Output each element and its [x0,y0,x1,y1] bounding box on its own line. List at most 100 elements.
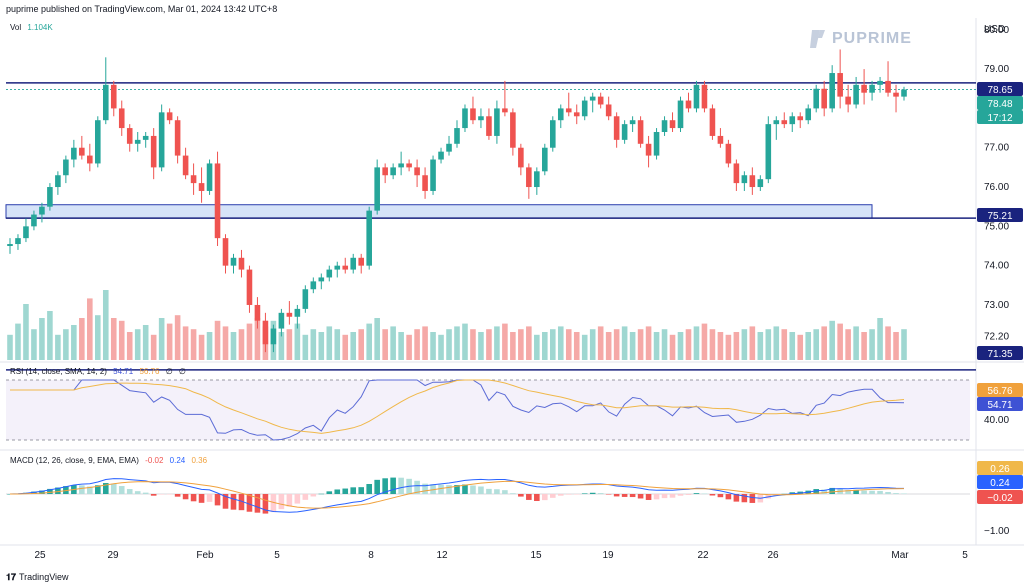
volume-bar [302,334,309,360]
candle-body [717,135,724,144]
volume-bar [605,332,612,360]
candle-body [470,108,476,121]
macd-hist-bar [462,484,468,494]
volume-bar [294,323,301,360]
time-tick-label: 12 [436,550,448,561]
macd-hist-bar [542,494,548,501]
candle-body [797,116,804,121]
volume-bar [238,329,245,360]
candle-body [462,108,468,129]
candle-body [71,147,77,160]
volume-bar [246,323,253,360]
candle-body [789,116,796,125]
macd-hist-bar [597,493,604,494]
rsi-badge [977,383,1023,397]
candle-body [87,155,93,164]
candle-body [270,328,277,345]
macd-hist-bar [55,487,61,494]
volume-bar [845,329,851,360]
currency-label: USD [984,24,1005,35]
puprime-wordmark: PUPRIME [832,30,912,48]
macd-hist-bar [821,489,827,494]
volume-bar [278,332,285,360]
candle-body [358,257,365,266]
macd-hist-bar [142,492,149,494]
volume-bar [166,323,173,360]
macd-hist-bar [350,487,357,494]
candle-body [837,73,843,97]
volume-bar [573,332,580,360]
macd-hist-bar [621,494,628,497]
macd-hist-bar [342,488,349,494]
macd-label: MACD (12, 26, close, 9, EMA, EMA) -0.02 … [10,456,207,465]
candle-body [765,124,772,180]
time-tick-label: 26 [767,550,779,561]
macd-hist-bar [294,494,301,504]
macd-hist-bar [629,494,636,498]
candle-body [733,163,740,184]
candle-body [725,143,732,164]
price-badge-label: 78.48 [987,99,1012,110]
candle-body [55,175,61,188]
rsi-badge-label: 54.71 [987,400,1012,411]
volume-bar [837,323,843,360]
macd-hist-bar [494,489,500,494]
candle-body [134,139,141,144]
candle-body [31,214,37,227]
candle-body [214,163,221,239]
macd-hist-bar [685,494,692,495]
volume-bar [749,326,756,360]
macd-hist-bar [102,483,109,494]
candle-body [302,289,309,309]
volume-bar [518,329,524,360]
macd-hist-bar [637,494,644,499]
candle-body [246,269,253,305]
macd-hist-bar [270,494,277,513]
volume-bar [581,334,588,360]
candle-body [198,183,205,191]
volume-bar [757,332,764,360]
volume-bar [494,326,500,360]
candle-body [510,112,516,148]
candle-body [438,151,444,160]
macd-hist-bar [118,486,125,494]
macd-hist-bar [214,494,221,506]
candle-body [39,206,45,215]
candle-body [621,124,628,140]
candle-body [310,281,317,290]
time-tick-label: 29 [107,550,119,561]
macd-hist-bar [390,477,396,494]
volume-bar [805,332,812,360]
candle-body [206,163,213,191]
volume-bar [55,334,61,360]
volume-bar [693,326,700,360]
volume-bar [446,329,452,360]
volume-bar [222,326,229,360]
volume-bar [542,332,548,360]
candle-body [597,96,604,105]
volume-bar [206,332,213,360]
candle-body [366,210,372,266]
macd-hist-bar [605,494,612,495]
price-tick-label: 80.00 [984,25,1009,36]
macd-hist-bar [206,494,213,502]
candle-body [605,104,612,117]
volume-bar [350,332,357,360]
volume-bar [549,329,556,360]
candle-body [126,128,133,144]
footer-brand[interactable]: 𝟏𝟕 TradingView [6,572,69,583]
price-tick-label: 79.00 [984,64,1009,75]
price-badge [977,208,1023,222]
macd-hist-bar [150,494,157,496]
volume-bar [318,332,325,360]
candle-body [334,265,341,270]
volume-bar [709,329,716,360]
macd-hist-bar [79,485,85,494]
macd-hist-bar [374,479,380,494]
candle-body [829,73,835,109]
volume-bar [110,318,117,360]
macd-panel-graph [6,477,970,514]
volume-bar [366,323,372,360]
macd-hist-bar [39,490,45,494]
